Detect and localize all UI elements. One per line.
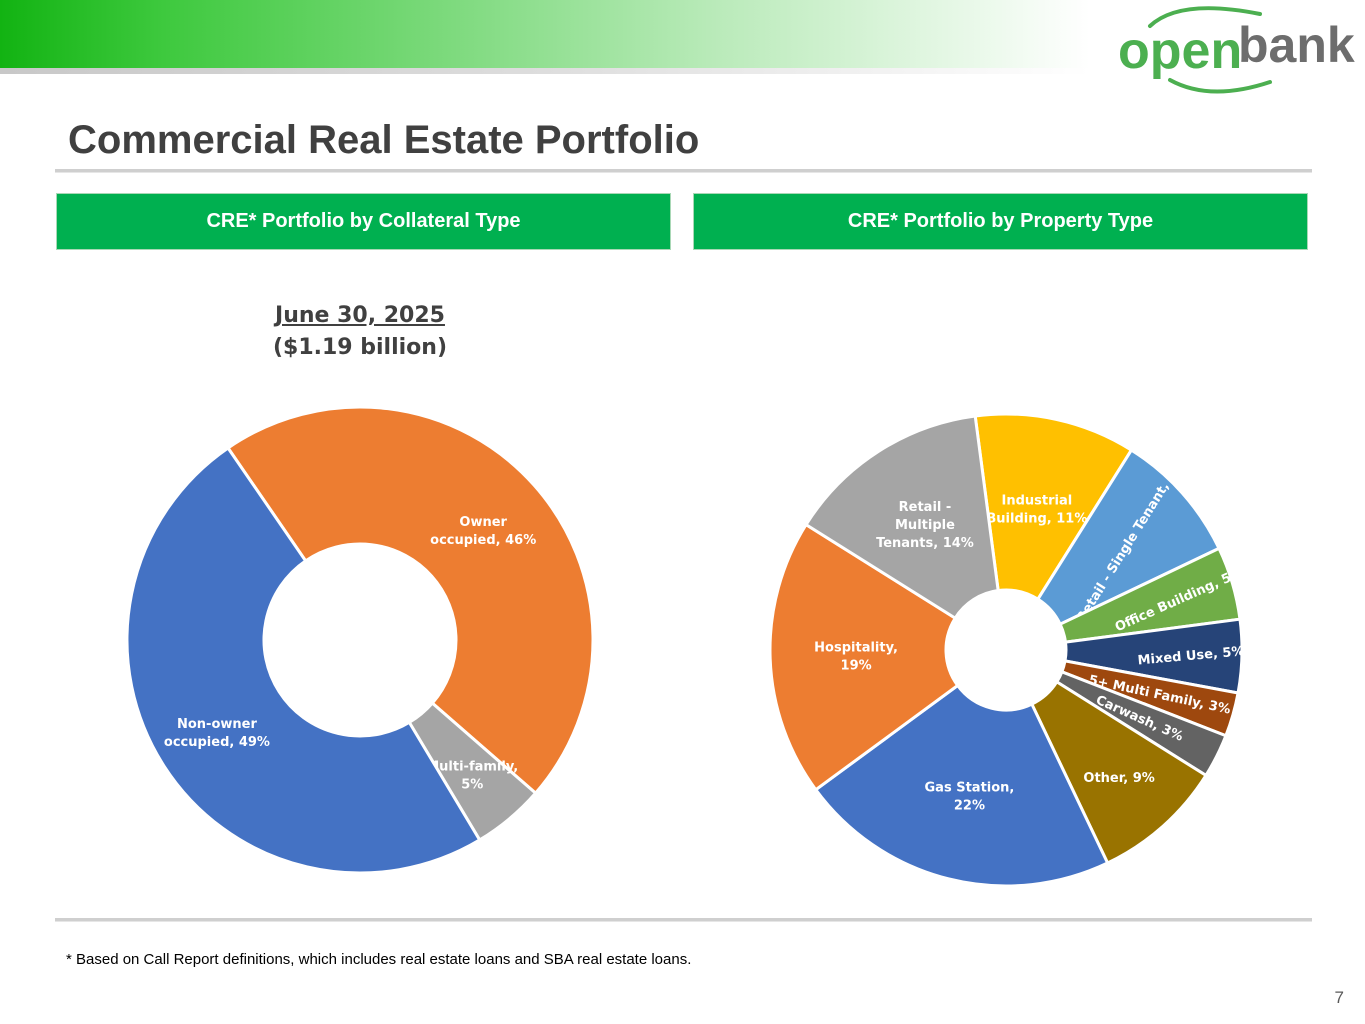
property-hospitality-19-label: Hospitality, 19% <box>814 640 898 673</box>
footnote: * Based on Call Report definitions, whic… <box>66 951 692 968</box>
property-type-donut: Industrial Building, 11%Retail - Single T… <box>768 412 1246 888</box>
property-industrial-building-11-label: Industrial Building, 11% <box>986 493 1087 526</box>
property-retail-multiple-tenants-14-label: Retail -Multiple Tenants, 14% <box>876 500 974 551</box>
title-divider <box>55 169 1312 173</box>
section-header-collateral-label: CRE* Portfolio by Collateral Type <box>206 210 521 232</box>
property-industrial-building-11-slice <box>973 412 1134 602</box>
section-header-property-label: CRE* Portfolio by Property Type <box>847 210 1154 232</box>
property-retail-multiple-tenants-14-slice <box>804 414 1000 621</box>
logo-bank-text: bank <box>1238 17 1355 73</box>
collateral-owner-occupied-46-slice <box>225 405 595 796</box>
page-number: 7 <box>1334 988 1344 1007</box>
page-title: Commercial Real Estate Portfolio <box>68 118 700 162</box>
header-gradient-band <box>0 0 1090 70</box>
openbank-logo: open bank <box>1118 6 1355 94</box>
collateral-non-owner-occupied-49-label: Non-owner occupied, 49% <box>164 717 270 750</box>
collateral-non-owner-occupied-49-slice <box>125 445 482 875</box>
logo-open-text: open <box>1118 22 1242 80</box>
header-band-shadow <box>0 68 1090 74</box>
property-other-9-slice <box>1029 679 1208 866</box>
footer-divider <box>55 918 1312 922</box>
section-header-collateral-type: CRE* Portfolio by Collateral Type <box>56 193 671 250</box>
property-retail-single-tenant-9-slice <box>1035 448 1222 627</box>
property-gas-station-22-slice <box>813 683 1110 888</box>
property-other-9-label: Other, 9% <box>1083 771 1154 786</box>
section-header-property-type: CRE* Portfolio by Property Type <box>693 193 1308 250</box>
collateral-owner-occupied-46-label: Owner occupied, 46% <box>430 515 536 548</box>
chart-date-title: June 30, 2025 <box>275 303 445 328</box>
collateral-type-donut: Owner occupied, 46% Multi-family, 5% Non-own… <box>125 405 595 875</box>
chart-total-subtitle: ($1.19 billion) <box>272 335 448 360</box>
collateral-multi-family-5-label: Multi-family, 5% <box>426 759 518 792</box>
property-gas-station-22-label: Gas Station, 22% <box>925 780 1015 813</box>
